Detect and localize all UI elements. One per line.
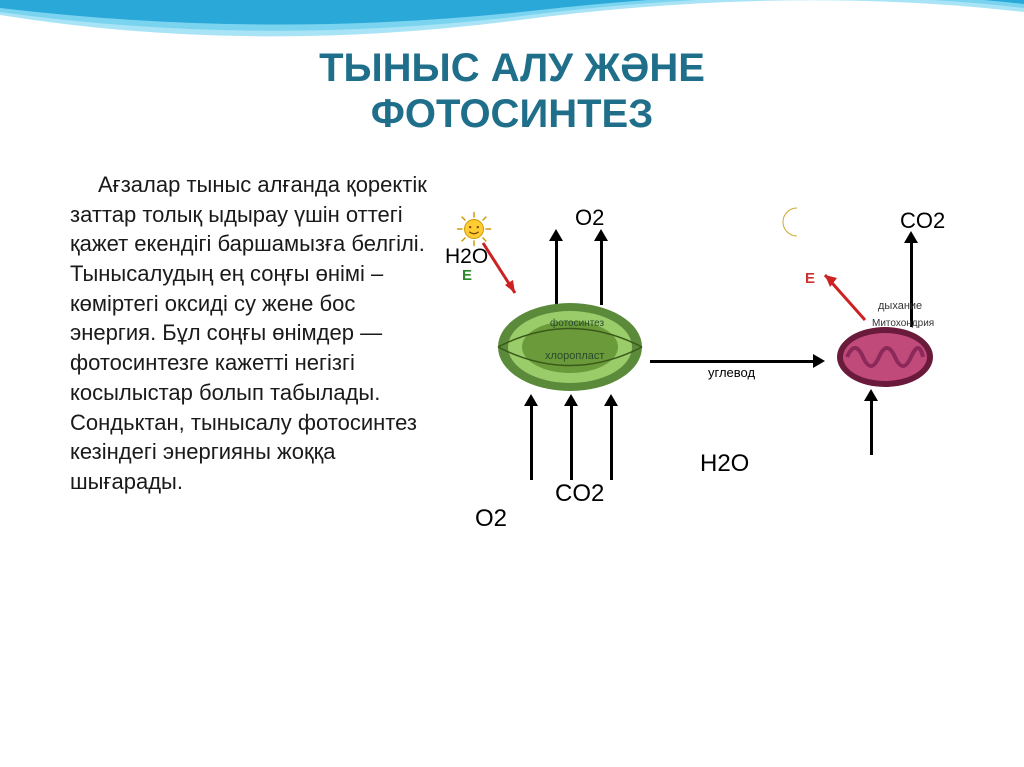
co2-bottom-label: CO2 — [555, 480, 604, 508]
h2o-top-label: H2O — [445, 245, 488, 269]
h2o-mid-label: H2O — [700, 450, 749, 478]
diagram: E H2O O2 фотосинтез хлоропласт — [440, 205, 979, 625]
arrowhead-co2-out — [904, 231, 918, 243]
photosynthesis-label: фотосинтез — [550, 318, 604, 329]
respiration-label: дыхание — [878, 300, 922, 312]
title-line2: ФОТОСИНТЕЗ — [371, 92, 654, 136]
energy-label-right: E — [805, 270, 815, 287]
body-paragraph: Ағзалар тыныс алғанда қоректік заттар то… — [70, 165, 440, 625]
slide-content: ТЫНЫС АЛУ ЖӘНЕ ФОТОСИНТЕЗ Ағзалар тыныс … — [0, 0, 1024, 625]
o2-bottom-label: O2 — [475, 505, 507, 533]
arrow-up-1 — [555, 235, 558, 305]
carb-arrow-line — [650, 360, 815, 363]
arrow-in-2 — [570, 400, 573, 480]
arrow-co2-out — [910, 237, 913, 327]
chloroplast-label: хлоропласт — [545, 350, 604, 362]
arrowhead-in-1 — [524, 394, 538, 406]
arrow-o2-in — [870, 395, 873, 455]
energy-label-left: E — [462, 267, 472, 284]
carb-arrowhead — [813, 354, 825, 368]
arrowhead-in-3 — [604, 394, 618, 406]
energy-arrow-out — [810, 260, 880, 335]
arrow-up-2 — [600, 235, 603, 305]
arrow-in-1 — [530, 400, 533, 480]
paragraph-text: Ағзалар тыныс алғанда қоректік заттар то… — [70, 172, 427, 494]
mitochondrion-icon — [835, 325, 935, 390]
arrow-in-3 — [610, 400, 613, 480]
arrowhead-up-2 — [594, 229, 608, 241]
chloroplast-icon — [495, 300, 645, 395]
content-row: Ағзалар тыныс алғанда қоректік заттар то… — [0, 165, 1024, 625]
arrowhead-in-2 — [564, 394, 578, 406]
arrowhead-o2-in — [864, 389, 878, 401]
arrowhead-up-1 — [549, 229, 563, 241]
o2-top-label: O2 — [575, 205, 604, 231]
carb-label: углевод — [708, 365, 755, 380]
header-wave — [0, 0, 1024, 60]
moon-icon — [775, 205, 809, 239]
